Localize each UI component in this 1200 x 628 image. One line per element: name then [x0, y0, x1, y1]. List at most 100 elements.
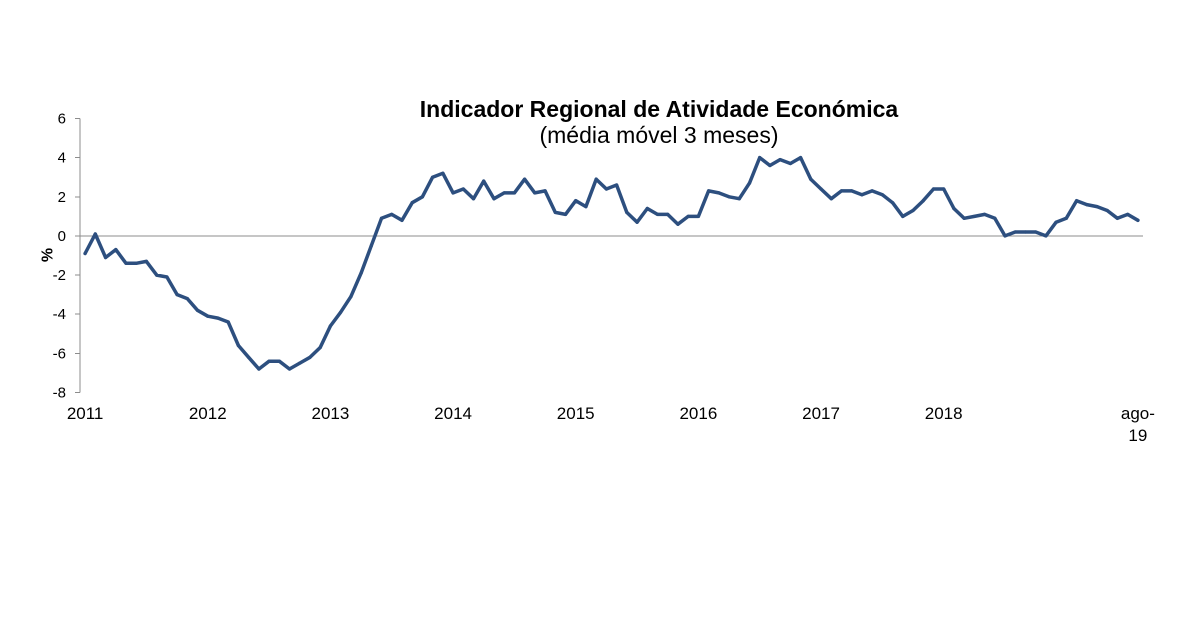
axes [79, 118, 1143, 393]
data-point-2014-11 [553, 210, 557, 214]
data-point-2017-02 [829, 197, 833, 201]
data-point-2013-09 [410, 201, 414, 205]
data-point-2016-01 [696, 214, 701, 218]
data-point-2018-03 [962, 216, 966, 220]
data-point-2014-04 [482, 179, 486, 183]
data-point-2018-08 [1013, 230, 1017, 234]
series-group [83, 155, 1140, 371]
data-point-2011-01 [83, 251, 87, 256]
data-point-2012-06 [257, 367, 261, 371]
data-point-2012-04 [236, 343, 240, 348]
x-tick-label: ago-19 [1121, 404, 1155, 445]
data-point-2015-11 [676, 222, 680, 226]
data-point-2012-07 [267, 359, 271, 363]
data-point-2017-03 [839, 189, 844, 193]
data-point-2013-10 [420, 195, 424, 199]
data-point-2017-04 [850, 189, 854, 193]
data-point-2011-07 [144, 259, 148, 263]
data-point-2013-11 [431, 175, 435, 179]
y-tick-label: 2 [58, 189, 66, 206]
data-point-2017-01 [819, 187, 823, 191]
y-tick-label: -2 [53, 267, 66, 284]
data-point-2015-10 [666, 212, 670, 216]
data-point-2015-12 [686, 214, 690, 218]
data-point-2019-05 [1105, 208, 1109, 213]
data-point-2013-05 [369, 244, 373, 248]
data-point-2012-10 [298, 361, 302, 365]
data-point-2014-03 [471, 197, 476, 201]
x-tick-label: 2013 [312, 404, 350, 423]
data-point-2013-04 [359, 271, 363, 275]
data-point-2012-05 [247, 355, 251, 359]
data-point-2019-08 [1136, 218, 1140, 222]
data-point-2014-07 [512, 191, 517, 195]
data-point-2016-05 [737, 197, 741, 201]
data-point-2012-12 [318, 345, 322, 350]
chart-title: Indicador Regional de Atividade Económic… [420, 96, 899, 122]
data-point-2017-08 [891, 201, 895, 205]
data-point-2015-06 [625, 210, 629, 214]
data-point-2012-03 [226, 320, 230, 324]
data-point-2013-07 [390, 212, 394, 216]
x-tick-label: 2011 [67, 404, 104, 423]
data-point-2018-07 [1003, 234, 1007, 238]
data-point-2019-04 [1095, 205, 1099, 209]
data-point-2015-02 [584, 205, 588, 209]
x-tick-label: 2015 [557, 404, 595, 423]
x-tick-label: 2014 [434, 404, 472, 423]
data-point-2015-01 [574, 199, 578, 203]
data-point-2018-05 [983, 212, 987, 216]
data-point-2011-09 [165, 275, 169, 279]
data-point-2014-01 [451, 191, 455, 195]
data-point-2016-02 [707, 189, 711, 193]
data-point-2011-04 [114, 248, 118, 252]
data-point-2016-12 [809, 177, 813, 181]
data-point-2013-08 [400, 218, 404, 222]
data-point-2014-06 [502, 191, 506, 195]
x-axis-ticks: 2011 2012 2013 2014 2015 2016 2017 2018 ago-19 [67, 404, 1155, 445]
y-tick-label: 6 [58, 111, 66, 128]
data-point-2015-07 [635, 220, 639, 224]
y-tick-label: 0 [58, 228, 66, 245]
y-tick-label: -8 [53, 385, 66, 402]
data-point-2018-11 [1044, 234, 1048, 238]
data-point-2015-03 [594, 177, 598, 181]
data-point-2013-02 [339, 310, 343, 314]
data-point-2016-06 [747, 181, 752, 185]
data-point-2016-11 [799, 156, 803, 160]
data-point-2016-10 [788, 161, 793, 166]
data-point-2014-12 [563, 212, 568, 216]
data-point-2017-09 [901, 214, 905, 218]
data-point-2014-08 [523, 177, 527, 181]
y-tick-label: -6 [53, 345, 66, 362]
data-point-2013-01 [328, 324, 332, 328]
data-point-2014-05 [492, 197, 496, 201]
data-point-2019-01 [1064, 216, 1068, 220]
data-point-2013-06 [379, 216, 384, 220]
data-point-2012-11 [308, 355, 312, 359]
data-point-2014-09 [533, 191, 537, 195]
data-point-2017-12 [931, 187, 936, 191]
data-point-2015-04 [604, 187, 609, 191]
data-point-2011-11 [185, 297, 189, 301]
data-point-2011-08 [155, 273, 159, 277]
data-point-2011-12 [195, 308, 200, 312]
data-point-2019-03 [1085, 203, 1089, 207]
data-point-2018-04 [972, 214, 977, 218]
data-point-2017-05 [860, 193, 864, 197]
data-point-2015-05 [615, 183, 619, 187]
data-point-2019-06 [1115, 216, 1119, 220]
y-tick-label: -4 [53, 306, 66, 323]
y-axis-label: % [40, 248, 57, 262]
data-point-2015-08 [645, 206, 649, 211]
data-point-2013-12 [441, 171, 445, 175]
data-point-2012-02 [216, 316, 220, 320]
data-point-2018-02 [952, 206, 956, 211]
chart-subtitle: (média móvel 3 meses) [539, 122, 778, 148]
data-point-2019-07 [1126, 212, 1130, 216]
data-point-2016-09 [778, 158, 782, 162]
data-point-2012-09 [287, 367, 292, 371]
data-point-2011-10 [175, 293, 179, 297]
x-tick-label: 2012 [189, 404, 227, 423]
